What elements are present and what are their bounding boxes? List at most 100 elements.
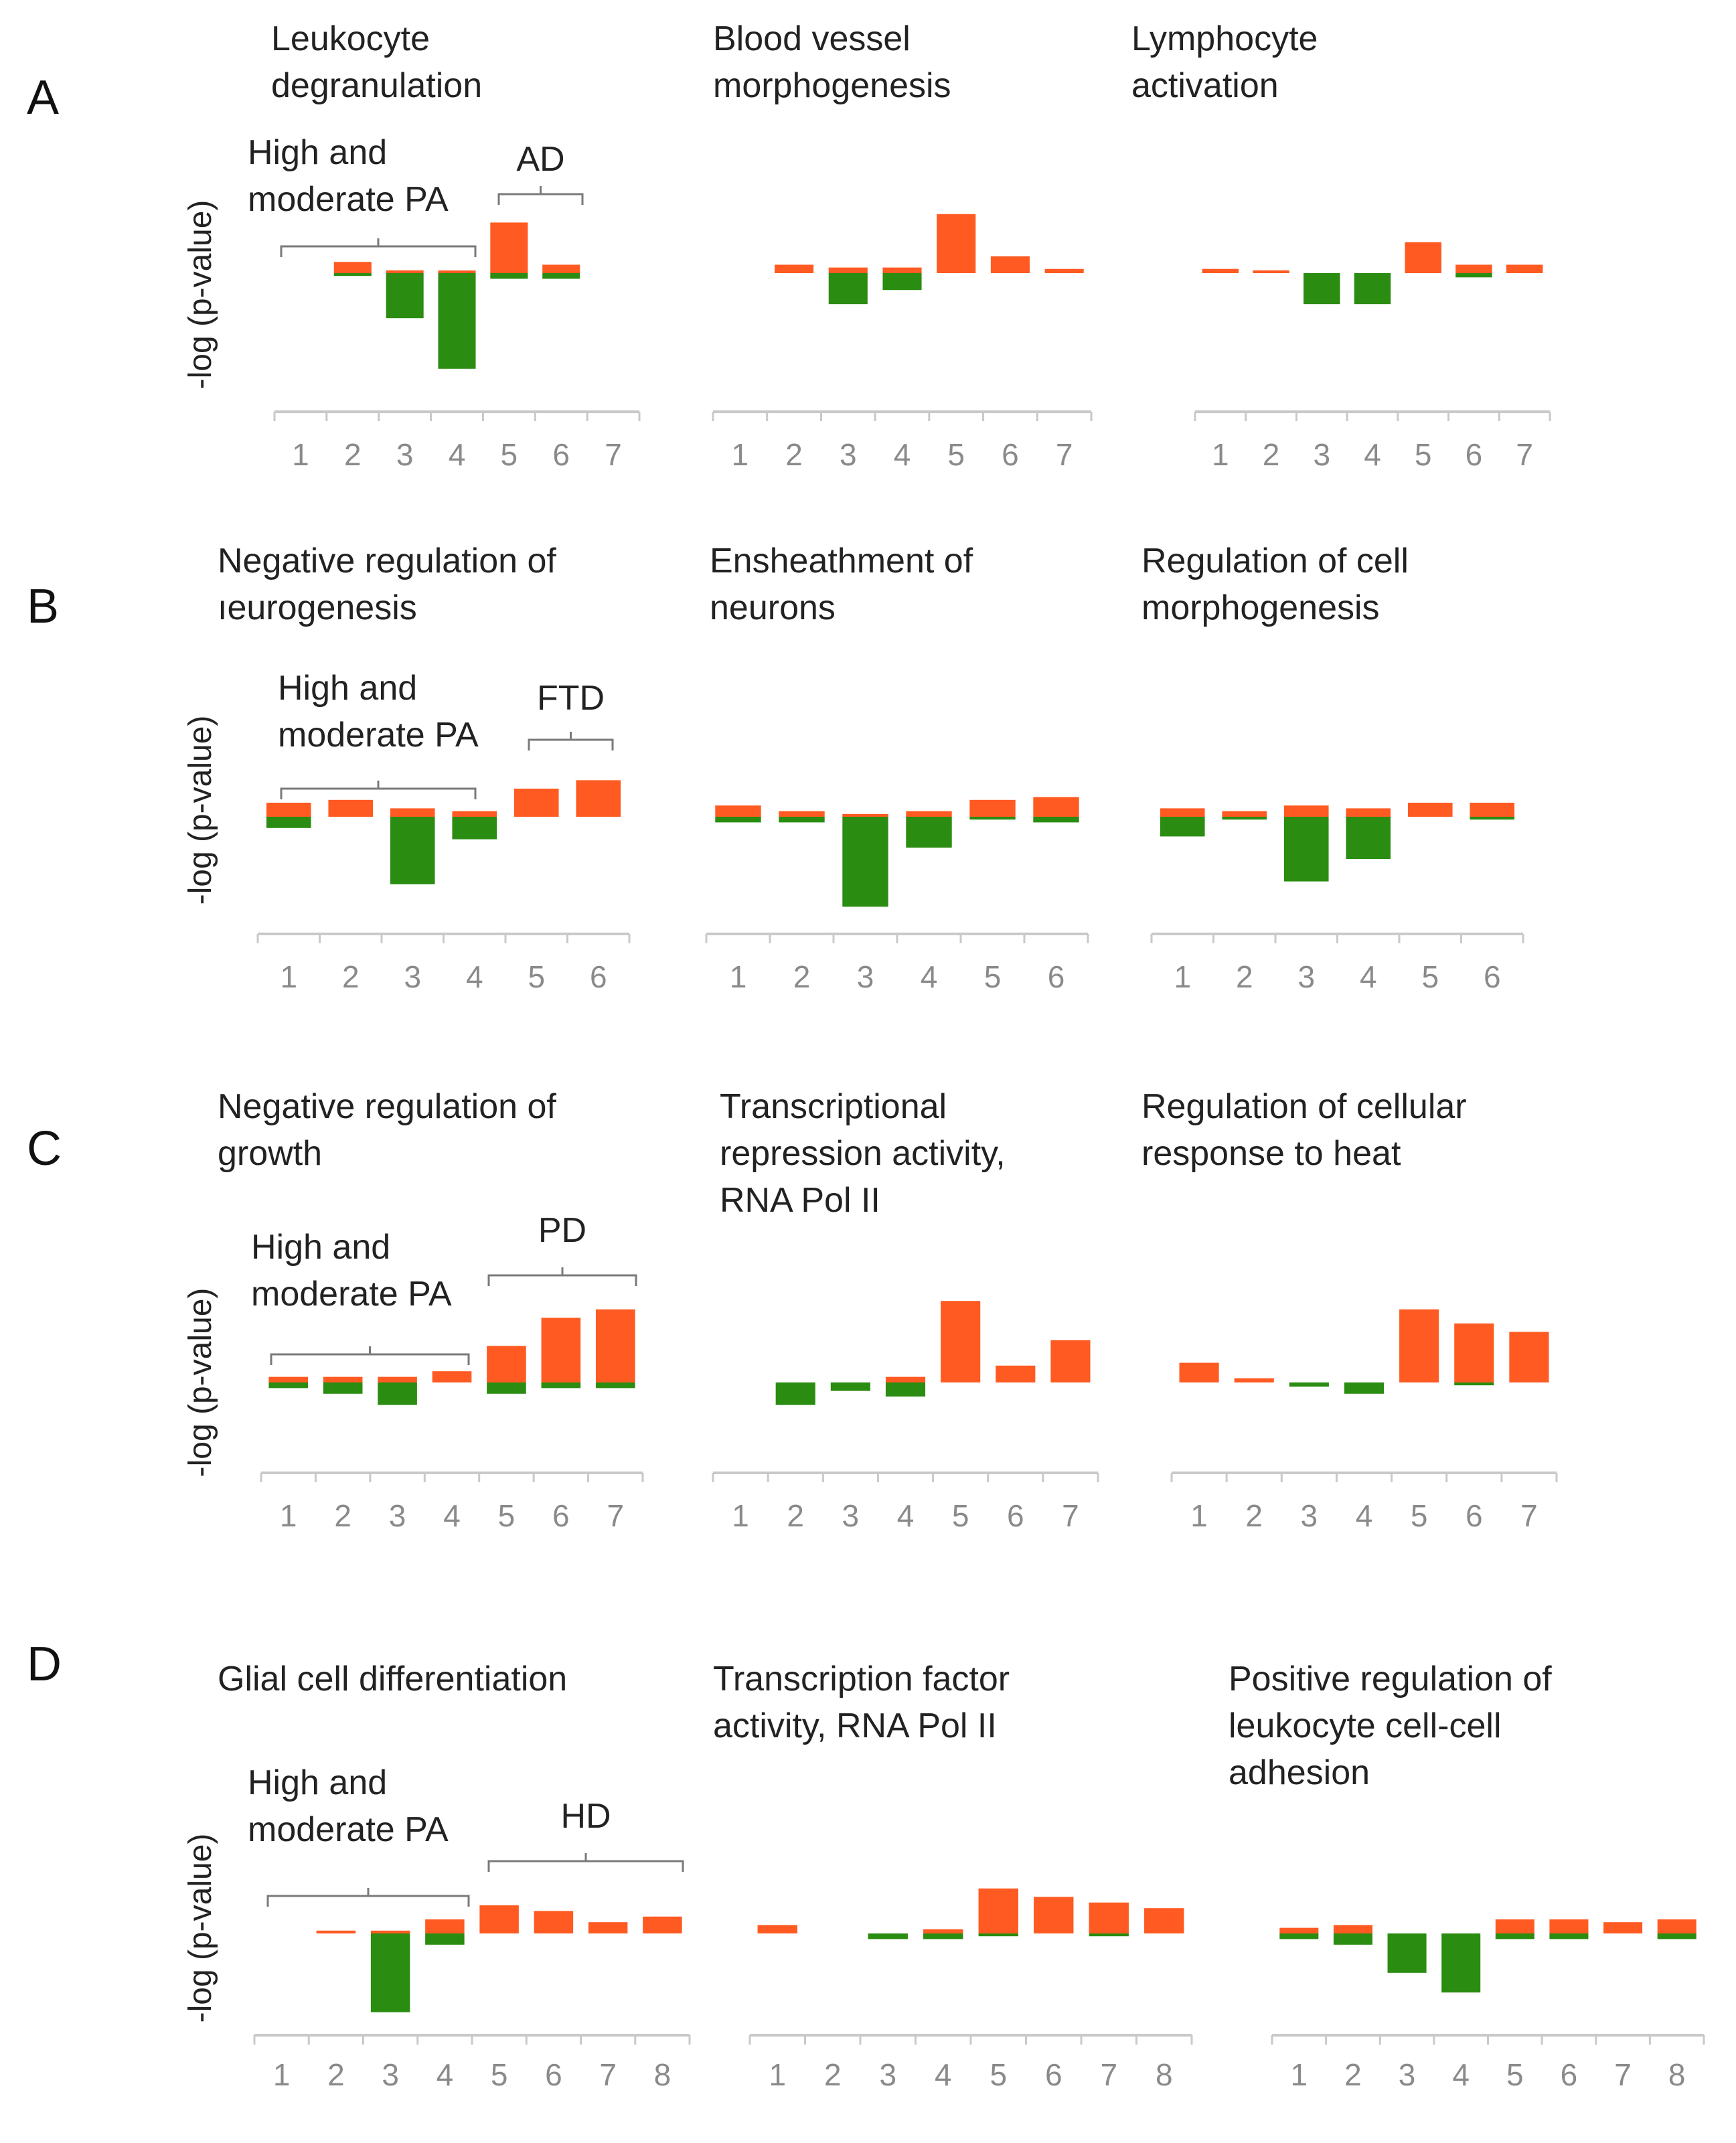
bar-up	[1234, 1378, 1274, 1382]
bar-up	[1399, 1309, 1439, 1382]
bar-down	[1387, 1933, 1427, 1973]
bar-up	[882, 267, 922, 273]
x-tick-label: 4	[1356, 1498, 1373, 1533]
x-tick-label: 2	[785, 437, 803, 472]
x-tick-label: 3	[389, 1498, 406, 1533]
chart: Regulation of cell morphogenesis 1 2 3 4 5 6	[1141, 542, 1524, 994]
x-tick-label: 6	[545, 2057, 562, 2092]
bar-up	[390, 808, 435, 817]
x-tick-label: 2	[344, 437, 362, 472]
bar-up	[842, 813, 888, 817]
bar-down	[490, 273, 528, 279]
bar-up	[643, 1916, 682, 1933]
bar-up	[452, 811, 497, 817]
chart-title: Lymphocyte activation	[1131, 19, 1318, 105]
bar-down	[333, 273, 372, 276]
bar-up	[328, 799, 374, 817]
bar-up	[906, 811, 952, 817]
x-tick-label: 6	[590, 959, 607, 994]
group-label-pa: High and moderate PA	[248, 133, 449, 219]
x-tick-label: 2	[1344, 2057, 1362, 2092]
x-tick-label: 4	[1364, 437, 1381, 472]
y-axis-label: -log (p-value)	[183, 1834, 218, 2023]
x-tick-label: 2	[327, 2057, 345, 2092]
bar-up	[885, 1376, 926, 1382]
bar-up	[990, 256, 1030, 273]
bar-up	[534, 1911, 574, 1933]
bar-down	[1289, 1382, 1329, 1387]
bar-up	[1279, 1927, 1319, 1933]
bar-down	[885, 1382, 926, 1397]
x-tick-label: 2	[342, 959, 360, 994]
x-tick-label: 6	[552, 1498, 570, 1533]
x-tick-label: 3	[879, 2057, 896, 2092]
x-tick-label: 7	[599, 2057, 617, 2092]
bar-up	[490, 222, 528, 273]
bar-down	[978, 1933, 1018, 1937]
group-brace-pa	[266, 1888, 470, 1907]
bar-up	[378, 1376, 417, 1382]
bar-down	[1454, 1382, 1494, 1386]
bar-up	[595, 1309, 635, 1382]
bar-up	[941, 1301, 981, 1382]
bar-down	[1222, 817, 1267, 820]
x-tick-label: 3	[1301, 1498, 1318, 1533]
bar-up	[1202, 268, 1239, 273]
x-tick-label: 2	[1236, 959, 1253, 994]
x-tick-label: 4	[449, 437, 466, 472]
bar-up	[1089, 1902, 1129, 1933]
bar-up	[1160, 808, 1205, 817]
bar-down	[595, 1382, 635, 1388]
chart-title: Glial cell differentiation	[218, 1660, 567, 1698]
bar-down	[1455, 273, 1492, 278]
x-tick-label: 6	[1484, 959, 1501, 994]
bar-up	[266, 803, 311, 817]
y-axis-label: -log (p-value)	[183, 716, 218, 905]
bar-down	[1441, 1933, 1481, 1993]
bar-up	[779, 811, 825, 817]
bar-up	[1405, 242, 1441, 273]
bar-up	[1346, 808, 1391, 817]
bar-down	[1495, 1933, 1534, 1939]
group-label-pa: High and moderate PA	[248, 1763, 449, 1849]
bar-up	[323, 1376, 363, 1382]
bar-down	[1089, 1933, 1129, 1937]
bar-down	[842, 817, 888, 907]
chart-title: Transcription factor activity, RNA Pol II	[713, 1660, 1010, 1745]
group-label-disease: HD	[560, 1797, 611, 1836]
x-tick-label: 4	[437, 2057, 454, 2092]
bar-up	[1034, 1897, 1074, 1933]
x-tick-label: 3	[1313, 437, 1330, 472]
group-label-disease: AD	[516, 140, 564, 179]
bar-up	[1253, 270, 1289, 273]
x-tick-label: 1	[280, 1498, 297, 1533]
x-tick-label: 2	[1245, 1498, 1263, 1533]
x-tick-label: 4	[1360, 959, 1377, 994]
row-A: A-log (p-value)High and moderate PAADLeuk…	[27, 19, 1551, 472]
bar-up	[370, 1930, 410, 1933]
x-tick-label: 2	[824, 2057, 842, 2092]
x-tick-label: 1	[1174, 959, 1191, 994]
bar-up	[386, 270, 424, 273]
bar-up	[1407, 803, 1453, 817]
x-tick-label: 7	[1520, 1498, 1538, 1533]
x-tick-label: 6	[552, 437, 570, 472]
group-label-disease: PD	[538, 1211, 586, 1250]
x-tick-label: 4	[897, 1498, 915, 1533]
x-tick-label: 5	[1411, 1498, 1428, 1533]
bar-down	[542, 273, 580, 279]
chart: Positive regulation of leukocyte cell-cel…	[1229, 1660, 1705, 2092]
bar-down	[969, 817, 1016, 820]
bar-up	[715, 805, 761, 817]
bar-up	[1283, 805, 1329, 817]
x-tick-label: 7	[1062, 1498, 1079, 1533]
row-D: D-log (p-value)High and moderate PA HDGlia…	[27, 1638, 1705, 2092]
bar-up	[969, 799, 1016, 817]
x-tick-label: 5	[1506, 2057, 1524, 2092]
x-tick-label: 1	[292, 437, 309, 472]
x-tick-label: 7	[607, 1498, 624, 1533]
x-tick-label: 3	[857, 959, 874, 994]
bar-down	[906, 817, 952, 848]
x-tick-label: 5	[491, 2057, 508, 2092]
